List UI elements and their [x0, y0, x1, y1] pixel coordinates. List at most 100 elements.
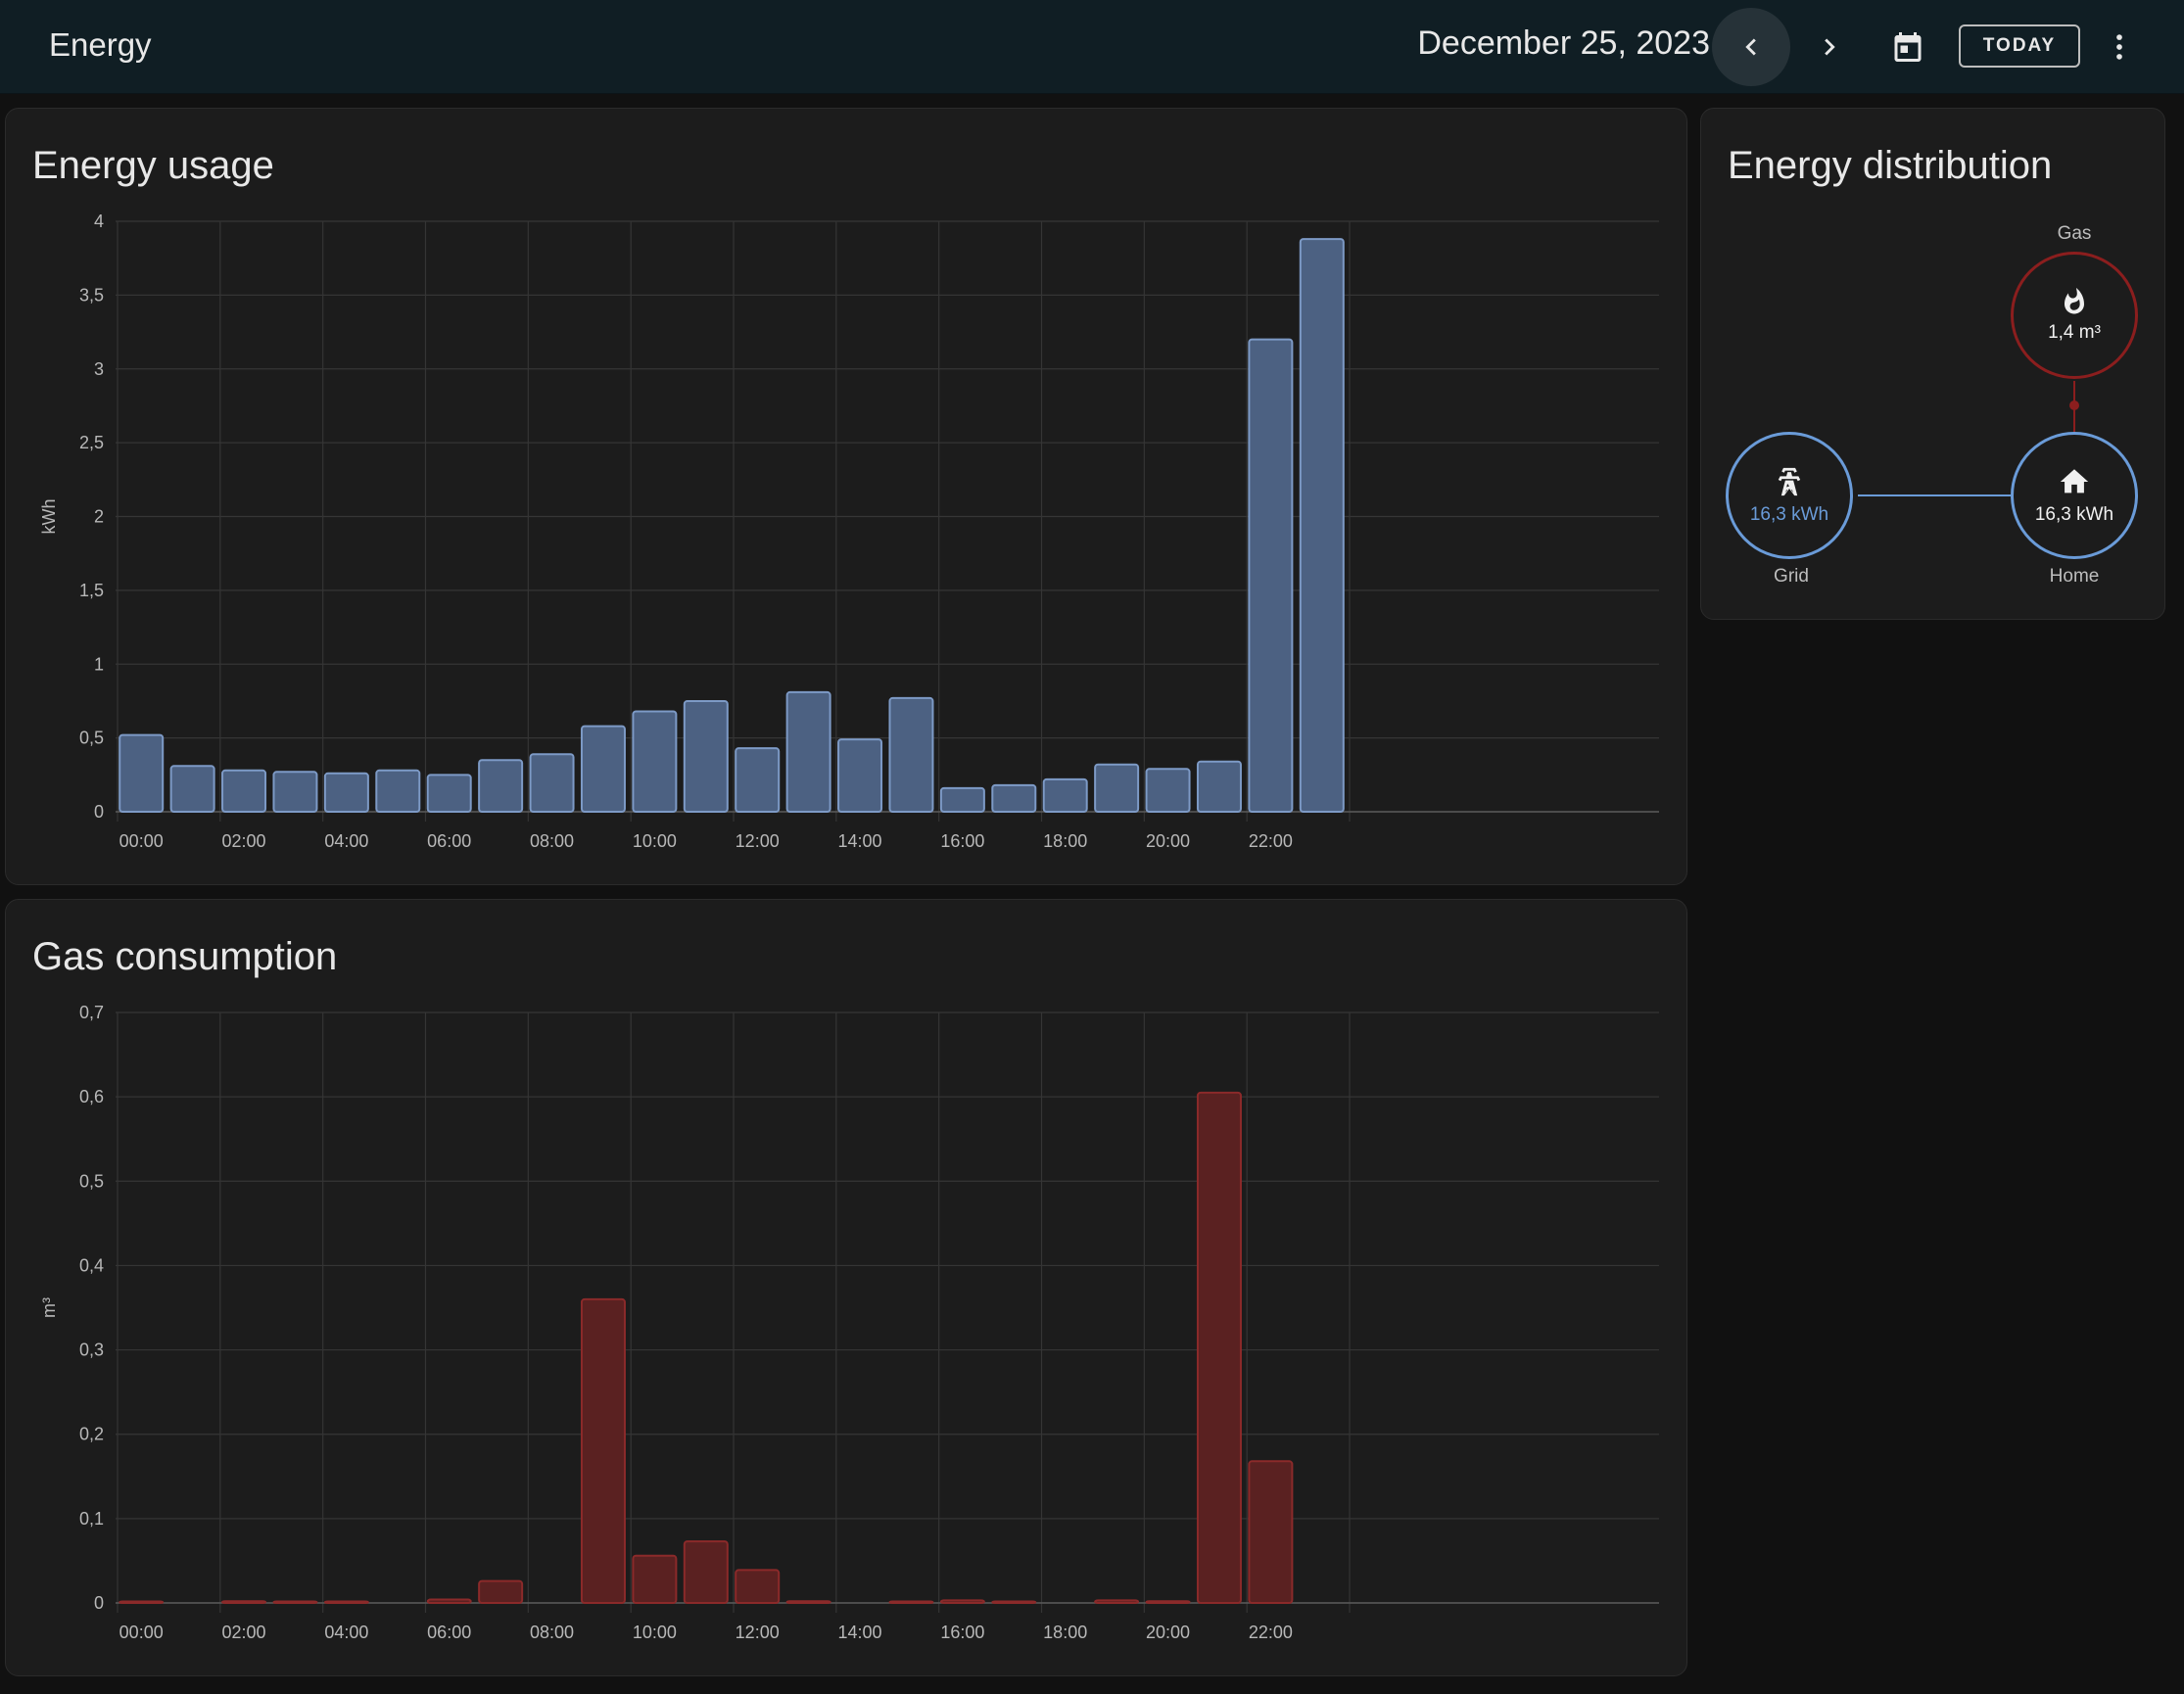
home-icon	[2060, 469, 2089, 494]
energy-bar	[785, 690, 831, 814]
gas-bar	[580, 1297, 626, 1604]
gas-xtick-label: 04:00	[324, 1623, 368, 1642]
energy-bar	[119, 733, 165, 813]
gas-ytick-label: 0,4	[79, 1255, 104, 1275]
energy-bar	[1248, 338, 1294, 813]
energy-bar	[529, 753, 575, 814]
energy-usage-chart: 0 0,5 1 1,5 2 2,5 3 3,5 4 00:00 02:00 04:00 06:00 08:…	[39, 212, 1659, 851]
energy-bar	[683, 699, 729, 813]
gas-xtick-label: 18:00	[1043, 1623, 1087, 1642]
gas-bar	[939, 1599, 985, 1604]
energy-ytick-label: 3	[94, 359, 104, 379]
gas-xtick-label: 08:00	[530, 1623, 574, 1642]
gas-bar	[1196, 1091, 1242, 1605]
date-label: December 25, 2023	[1417, 24, 1710, 62]
gas-xtick-label: 00:00	[119, 1623, 164, 1642]
more-vertical-icon	[2116, 34, 2122, 60]
energy-bar	[221, 769, 267, 813]
gas-consumption-chart: 0 0,1 0,2 0,3 0,4 0,5 0,6 0,7 00:00 02:00 04:00 06:…	[39, 1003, 1659, 1642]
energy-xtick-label: 10:00	[633, 831, 677, 851]
energy-xtick-label: 00:00	[119, 831, 164, 851]
energy-xtick-label: 14:00	[838, 831, 882, 851]
transmission-tower-icon	[1778, 467, 1801, 496]
grid-node[interactable]: 16,3 kWh	[1726, 432, 1853, 559]
energy-bar	[1042, 777, 1088, 814]
gas-bar	[888, 1600, 934, 1604]
today-button[interactable]: TODAY	[1959, 24, 2080, 68]
gas-xtick-label: 20:00	[1146, 1623, 1190, 1642]
energy-bar	[1196, 760, 1242, 813]
energy-bar	[169, 765, 215, 814]
gas-bar	[991, 1600, 1037, 1604]
home-node[interactable]: 16,3 kWh	[2011, 432, 2138, 559]
page-title: Energy	[49, 26, 152, 63]
gas-bar	[683, 1540, 729, 1605]
energy-bar	[837, 738, 883, 814]
gas-bar	[1145, 1600, 1191, 1605]
chevron-left-icon	[1745, 38, 1756, 56]
energy-distribution-card: Energy distribution Gas 1,4 m³ 16,3 kWh …	[1700, 108, 2165, 620]
energy-bar	[735, 747, 781, 813]
gas-bar	[272, 1600, 318, 1604]
energy-bar	[1299, 238, 1345, 813]
energy-ytick-label: 3,5	[79, 285, 104, 305]
energy-ytick-label: 0,5	[79, 729, 104, 748]
gas-bar	[426, 1598, 472, 1604]
gas-node-value: 1,4 m³	[2048, 322, 2101, 343]
energy-xtick-label: 04:00	[324, 831, 368, 851]
energy-ytick-label: 4	[94, 212, 104, 231]
energy-bar	[272, 771, 318, 813]
chevron-right-icon	[1825, 38, 1835, 56]
energy-usage-title: Energy usage	[32, 144, 274, 187]
grid-node-value: 16,3 kWh	[1749, 504, 1829, 525]
gas-bar	[478, 1579, 524, 1604]
energy-bar	[888, 696, 934, 813]
gas-ytick-label: 0,1	[79, 1509, 104, 1529]
gas-xtick-label: 22:00	[1249, 1623, 1293, 1642]
gas-bar	[632, 1554, 678, 1605]
energy-ytick-label: 0	[94, 802, 104, 822]
gas-xtick-label: 12:00	[736, 1623, 780, 1642]
energy-xtick-label: 02:00	[222, 831, 266, 851]
gas-flow-dot	[2069, 400, 2079, 410]
energy-distribution-title: Energy distribution	[1728, 144, 2053, 187]
gas-bar	[323, 1600, 369, 1604]
gas-xtick-label: 14:00	[838, 1623, 882, 1642]
gas-xtick-label: 06:00	[427, 1623, 471, 1642]
gas-bar	[221, 1600, 267, 1605]
flame-icon	[2065, 287, 2084, 314]
energy-bar	[632, 710, 678, 813]
energy-xtick-label: 22:00	[1249, 831, 1293, 851]
gas-y-axis-label: m³	[39, 1297, 59, 1318]
energy-bar	[478, 759, 524, 813]
energy-usage-card: Energy usage 0 0,5 1 1,5 2 2,5 3 3,5 4 00:00 02:00…	[5, 108, 1687, 885]
energy-bar	[991, 783, 1037, 813]
energy-bar	[1145, 768, 1191, 813]
gas-bar	[1094, 1599, 1140, 1604]
gas-bar	[119, 1600, 165, 1604]
previous-period-button[interactable]	[1712, 8, 1790, 86]
gas-node[interactable]: 1,4 m³	[2011, 252, 2138, 379]
energy-xtick-label: 08:00	[530, 831, 574, 851]
energy-bar	[426, 774, 472, 813]
date-picker-button[interactable]	[1869, 8, 1947, 86]
gas-consumption-card: Gas consumption 0 0,1 0,2 0,3 0,4 0,5 0,6 0,7 00…	[5, 899, 1687, 1676]
gas-node-label: Gas	[2057, 223, 2092, 244]
more-options-button[interactable]	[2080, 8, 2159, 86]
energy-bar	[939, 786, 985, 814]
energy-ytick-label: 2	[94, 507, 104, 527]
gas-ytick-label: 0,2	[79, 1425, 104, 1444]
energy-bar	[1094, 763, 1140, 814]
energy-xtick-label: 18:00	[1043, 831, 1087, 851]
gas-ytick-label: 0,7	[79, 1003, 104, 1022]
energy-xtick-label: 16:00	[940, 831, 984, 851]
home-node-label: Home	[2049, 566, 2100, 587]
gas-bar	[735, 1569, 781, 1605]
gas-ytick-label: 0,3	[79, 1341, 104, 1360]
next-period-button[interactable]	[1790, 8, 1869, 86]
distribution-flow-lines	[1858, 381, 2079, 496]
energy-bar	[375, 769, 421, 813]
gas-bar	[1248, 1460, 1294, 1605]
energy-xtick-label: 12:00	[736, 831, 780, 851]
gas-xtick-label: 16:00	[940, 1623, 984, 1642]
